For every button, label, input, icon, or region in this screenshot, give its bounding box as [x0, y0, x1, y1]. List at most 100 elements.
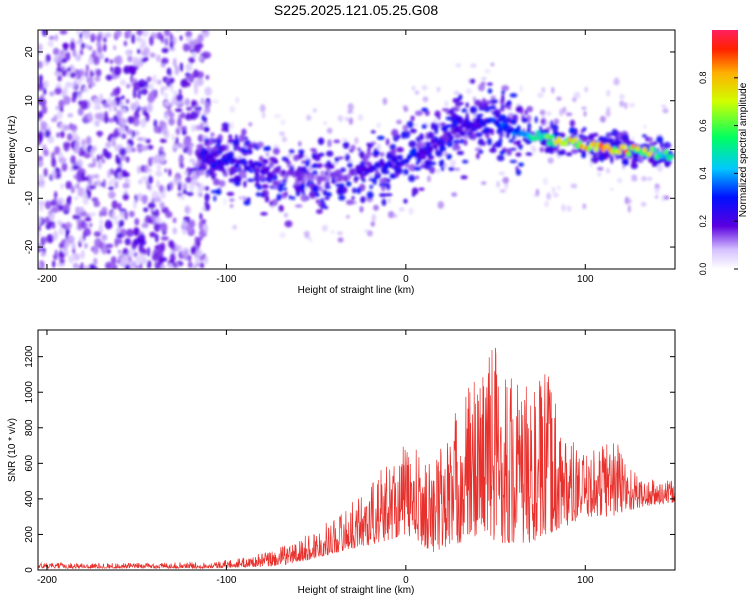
heatmap-blob	[402, 124, 409, 132]
heatmap-blob	[540, 118, 545, 124]
heatmap-blob	[93, 199, 97, 207]
heatmap-blob	[140, 145, 148, 152]
heatmap-blob	[384, 193, 393, 197]
figure-title: S225.2025.121.05.25.G08	[274, 2, 438, 18]
heatmap-blob	[86, 189, 92, 200]
heatmap-blob	[385, 138, 390, 146]
heatmap-blob	[126, 30, 132, 38]
heatmap-blob	[632, 154, 641, 163]
heatmap-blob	[141, 106, 149, 112]
heatmap-blob	[197, 134, 204, 143]
heatmap-blob	[367, 147, 371, 156]
heatmap-blob	[281, 136, 287, 143]
heatmap-blob	[203, 166, 207, 170]
heatmap-blob	[350, 144, 356, 151]
heatmap-blob	[96, 154, 101, 163]
heatmap-blob	[38, 60, 43, 69]
heatmap-blob	[376, 135, 385, 140]
heatmap-blob	[140, 38, 147, 48]
snr-ylabel: SNR (10 * v/v)	[7, 418, 18, 482]
heatmap-blob	[142, 30, 149, 38]
heatmap-blob	[86, 227, 91, 236]
heatmap-blob	[168, 168, 172, 177]
heatmap-blob	[77, 107, 84, 116]
heatmap-blob	[105, 243, 114, 249]
heatmap-blob	[175, 136, 179, 146]
heatmap-blob	[457, 145, 461, 151]
heatmap-blob	[409, 128, 417, 134]
heatmap-blob	[166, 67, 172, 76]
heatmap-blob	[664, 159, 672, 165]
heatmap-blob	[458, 101, 464, 106]
heatmap-blob	[96, 41, 102, 48]
heatmap-blob	[312, 108, 317, 113]
heatmap-blob	[535, 188, 540, 197]
heatmap-blob	[124, 238, 131, 246]
heatmap-blob	[283, 212, 289, 218]
heatmap-ridge-blob	[621, 144, 627, 150]
heatmap-blob	[75, 54, 82, 62]
heatmap-blob	[161, 47, 169, 54]
heatmap-blob	[194, 124, 202, 131]
heatmap-blob	[376, 143, 381, 151]
heatmap-blob	[111, 264, 118, 269]
heatmap-blob	[153, 222, 161, 232]
heatmap-blob	[279, 232, 287, 239]
heatmap-blob	[65, 81, 73, 88]
heatmap-blob	[41, 105, 48, 114]
heatmap-blob	[248, 122, 253, 127]
heatmap-blob	[570, 148, 579, 154]
heatmap-blob	[193, 44, 201, 54]
heatmap-blob	[70, 124, 78, 132]
heatmap-blob	[145, 138, 151, 144]
heatmap-blob	[153, 119, 158, 128]
heatmap-blob	[519, 145, 523, 150]
heatmap-blob	[54, 249, 59, 258]
heatmap-blob	[190, 246, 197, 255]
heatmap-blob	[168, 112, 175, 118]
heatmap-blob	[130, 74, 134, 84]
heatmap-blob	[303, 230, 310, 237]
heatmap-blob	[359, 161, 365, 166]
heatmap-blob	[63, 144, 70, 152]
heatmap-blob	[665, 144, 671, 148]
heatmap-blob	[126, 83, 131, 89]
heatmap-blob	[51, 117, 55, 123]
heatmap-blob	[613, 78, 620, 86]
heatmap-blob	[631, 174, 638, 180]
heatmap-blob	[196, 144, 204, 149]
heatmap-blob	[498, 171, 506, 176]
heatmap-blob	[490, 95, 496, 100]
heatmap-blob	[481, 181, 487, 186]
heatmap-blob	[87, 112, 93, 120]
y-tick-label: -10	[24, 191, 35, 206]
heatmap-blob	[181, 221, 188, 226]
heatmap-blob	[172, 217, 177, 224]
heatmap-blob	[155, 217, 161, 224]
heatmap-blob	[281, 156, 289, 162]
heatmap-blob	[291, 196, 296, 201]
heatmap-blob	[94, 174, 100, 179]
heatmap-blob	[114, 215, 119, 220]
heatmap-blob	[606, 106, 611, 112]
heatmap-blob	[179, 35, 183, 41]
heatmap-blob	[338, 156, 344, 160]
heatmap-blob	[424, 162, 432, 170]
heatmap-blob	[82, 265, 90, 269]
heatmap-blob	[117, 259, 121, 265]
heatmap-blob	[148, 91, 156, 102]
heatmap-blob	[155, 171, 163, 177]
heatmap-blob	[99, 53, 104, 60]
heatmap-blob	[288, 149, 295, 154]
heatmap-blob	[233, 144, 237, 152]
heatmap-blob	[63, 86, 68, 96]
heatmap-blob	[661, 104, 667, 109]
heatmap-ridge-blob	[320, 171, 326, 177]
heatmap-blob	[452, 97, 461, 104]
heatmap-ridge-blob	[549, 134, 555, 140]
heatmap-blob	[346, 215, 350, 219]
heatmap-blob	[465, 102, 469, 108]
heatmap-blob	[74, 140, 80, 150]
heatmap-blob	[238, 134, 246, 143]
heatmap-blob	[366, 230, 373, 237]
